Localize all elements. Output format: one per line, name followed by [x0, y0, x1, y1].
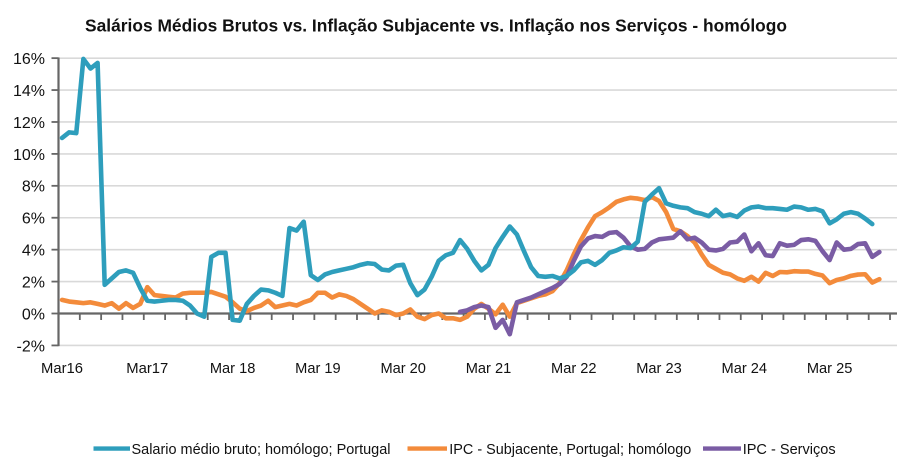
- svg-text:Mar 22: Mar 22: [551, 360, 597, 377]
- svg-text:Mar 19: Mar 19: [295, 360, 341, 377]
- svg-text:10%: 10%: [13, 147, 45, 164]
- svg-text:12%: 12%: [13, 115, 45, 132]
- svg-text:IPC - Serviços: IPC - Serviços: [743, 442, 836, 458]
- svg-text:2%: 2%: [22, 275, 45, 292]
- svg-text:Salários Médios Brutos vs. Inf: Salários Médios Brutos vs. Inflação Subj…: [85, 16, 787, 36]
- svg-text:Mar 24: Mar 24: [722, 360, 768, 377]
- svg-text:Mar 23: Mar 23: [636, 360, 682, 377]
- svg-text:Mar 18: Mar 18: [210, 360, 256, 377]
- svg-text:Mar17: Mar17: [126, 360, 168, 377]
- svg-text:IPC - Subjacente, Portugal; ho: IPC - Subjacente, Portugal; homólogo: [449, 442, 691, 458]
- svg-text:Mar16: Mar16: [41, 360, 83, 377]
- svg-text:14%: 14%: [13, 83, 45, 100]
- svg-text:6%: 6%: [22, 211, 45, 228]
- svg-text:Mar 20: Mar 20: [380, 360, 426, 377]
- svg-text:Salario médio bruto; homólogo;: Salario médio bruto; homólogo; Portugal: [132, 442, 391, 458]
- svg-text:-2%: -2%: [17, 338, 45, 355]
- svg-text:Mar 25: Mar 25: [807, 360, 853, 377]
- svg-text:0%: 0%: [22, 306, 45, 323]
- svg-text:4%: 4%: [22, 243, 45, 260]
- svg-text:Mar 21: Mar 21: [466, 360, 512, 377]
- svg-text:8%: 8%: [22, 179, 45, 196]
- svg-text:16%: 16%: [13, 51, 45, 68]
